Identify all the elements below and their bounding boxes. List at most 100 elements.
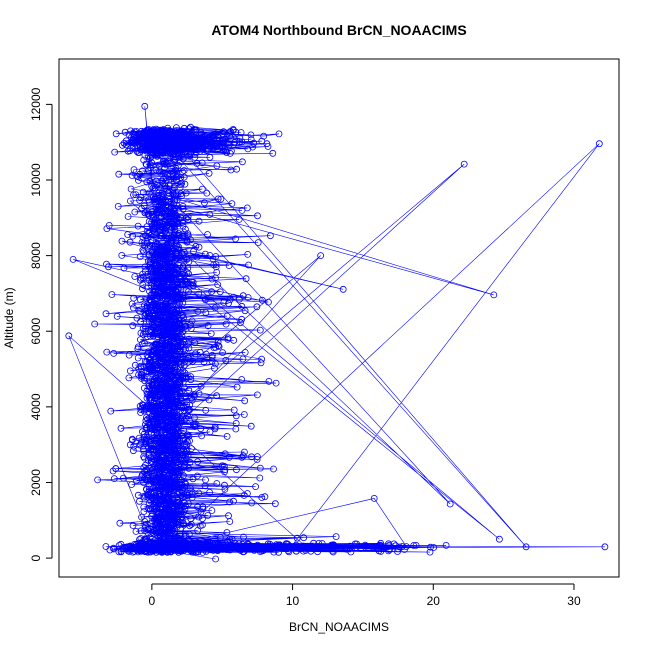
data-point: [125, 374, 133, 382]
data-point: [275, 548, 283, 556]
data-point: [208, 353, 216, 361]
data-point: [177, 397, 185, 405]
data-point: [138, 471, 146, 479]
data-point: [143, 401, 151, 409]
data-point: [155, 265, 163, 273]
data-point: [160, 160, 168, 168]
data-point: [148, 131, 156, 139]
data-point: [490, 291, 498, 299]
data-point: [149, 149, 157, 156]
data-point: [156, 232, 164, 240]
data-point: [147, 520, 155, 527]
data-point: [126, 367, 134, 375]
data-point: [126, 238, 134, 246]
data-point: [155, 168, 163, 176]
data-point: [183, 236, 191, 244]
data-point: [132, 528, 140, 535]
data-point: [194, 458, 202, 466]
data-point: [180, 543, 188, 550]
data-point: [176, 326, 184, 334]
data-point: [145, 134, 153, 142]
data-point: [174, 443, 182, 451]
data-point: [221, 466, 229, 474]
data-point: [139, 285, 146, 293]
data-point: [197, 508, 205, 516]
data-point: [116, 519, 124, 527]
data-point: [153, 455, 161, 463]
data-point: [240, 533, 247, 541]
data-point: [170, 275, 178, 282]
data-point: [168, 318, 176, 326]
data-point: [136, 336, 144, 344]
data-point: [146, 287, 153, 295]
data-point: [169, 491, 177, 499]
data-point: [219, 349, 227, 357]
data-point: [238, 376, 246, 383]
y-tick-label: 6000: [29, 318, 43, 345]
data-point: [178, 249, 186, 257]
data-point: [131, 208, 139, 216]
data-point: [149, 495, 157, 502]
data-point: [151, 220, 159, 228]
data-point: [601, 543, 609, 551]
data-point: [203, 189, 211, 197]
data-point: [137, 362, 145, 370]
data-point: [179, 232, 187, 240]
data-point: [140, 384, 148, 392]
data-point: [134, 343, 142, 351]
series-group: [65, 102, 609, 563]
data-point: [330, 541, 338, 549]
data-point: [254, 541, 262, 549]
data-point: [187, 325, 195, 332]
data-point: [233, 383, 241, 391]
data-point: [225, 262, 233, 270]
data-point: [170, 543, 178, 550]
data-point: [120, 139, 128, 147]
data-point: [163, 348, 171, 356]
data-point: [173, 196, 181, 204]
data-point: [163, 235, 171, 243]
data-point: [111, 148, 119, 156]
data-point: [222, 356, 230, 364]
data-point: [166, 367, 174, 375]
data-point: [216, 534, 224, 541]
data-point: [253, 303, 261, 311]
data-point: [172, 132, 180, 140]
data-point: [301, 544, 309, 552]
data-point: [232, 466, 240, 474]
data-point: [191, 350, 199, 358]
data-point: [256, 326, 264, 334]
data-point: [156, 425, 164, 433]
data-point: [168, 254, 176, 261]
data-point: [244, 145, 252, 153]
data-point: [155, 222, 163, 230]
data-point: [150, 277, 158, 285]
data-point: [232, 235, 239, 243]
data-point: [155, 189, 163, 197]
data-point: [138, 428, 146, 436]
data-point: [135, 137, 143, 145]
data-point: [168, 220, 176, 228]
data-point: [156, 524, 164, 532]
data-point: [162, 174, 170, 182]
data-point: [187, 547, 195, 555]
data-point: [177, 417, 185, 425]
data-point: [142, 475, 150, 483]
data-point: [167, 406, 175, 414]
data-point: [153, 240, 161, 248]
data-point: [224, 335, 232, 343]
data-point: [211, 139, 219, 147]
data-point: [213, 480, 221, 487]
data-point: [174, 459, 182, 466]
data-point: [182, 480, 190, 488]
data-point: [270, 548, 278, 556]
data-point: [212, 555, 220, 563]
data-point: [198, 432, 206, 440]
data-point: [136, 170, 144, 178]
data-point: [152, 302, 160, 310]
data-point: [138, 545, 146, 553]
data-point: [202, 547, 210, 555]
data-point: [139, 445, 147, 453]
data-point: [238, 315, 246, 323]
data-point: [65, 332, 73, 340]
